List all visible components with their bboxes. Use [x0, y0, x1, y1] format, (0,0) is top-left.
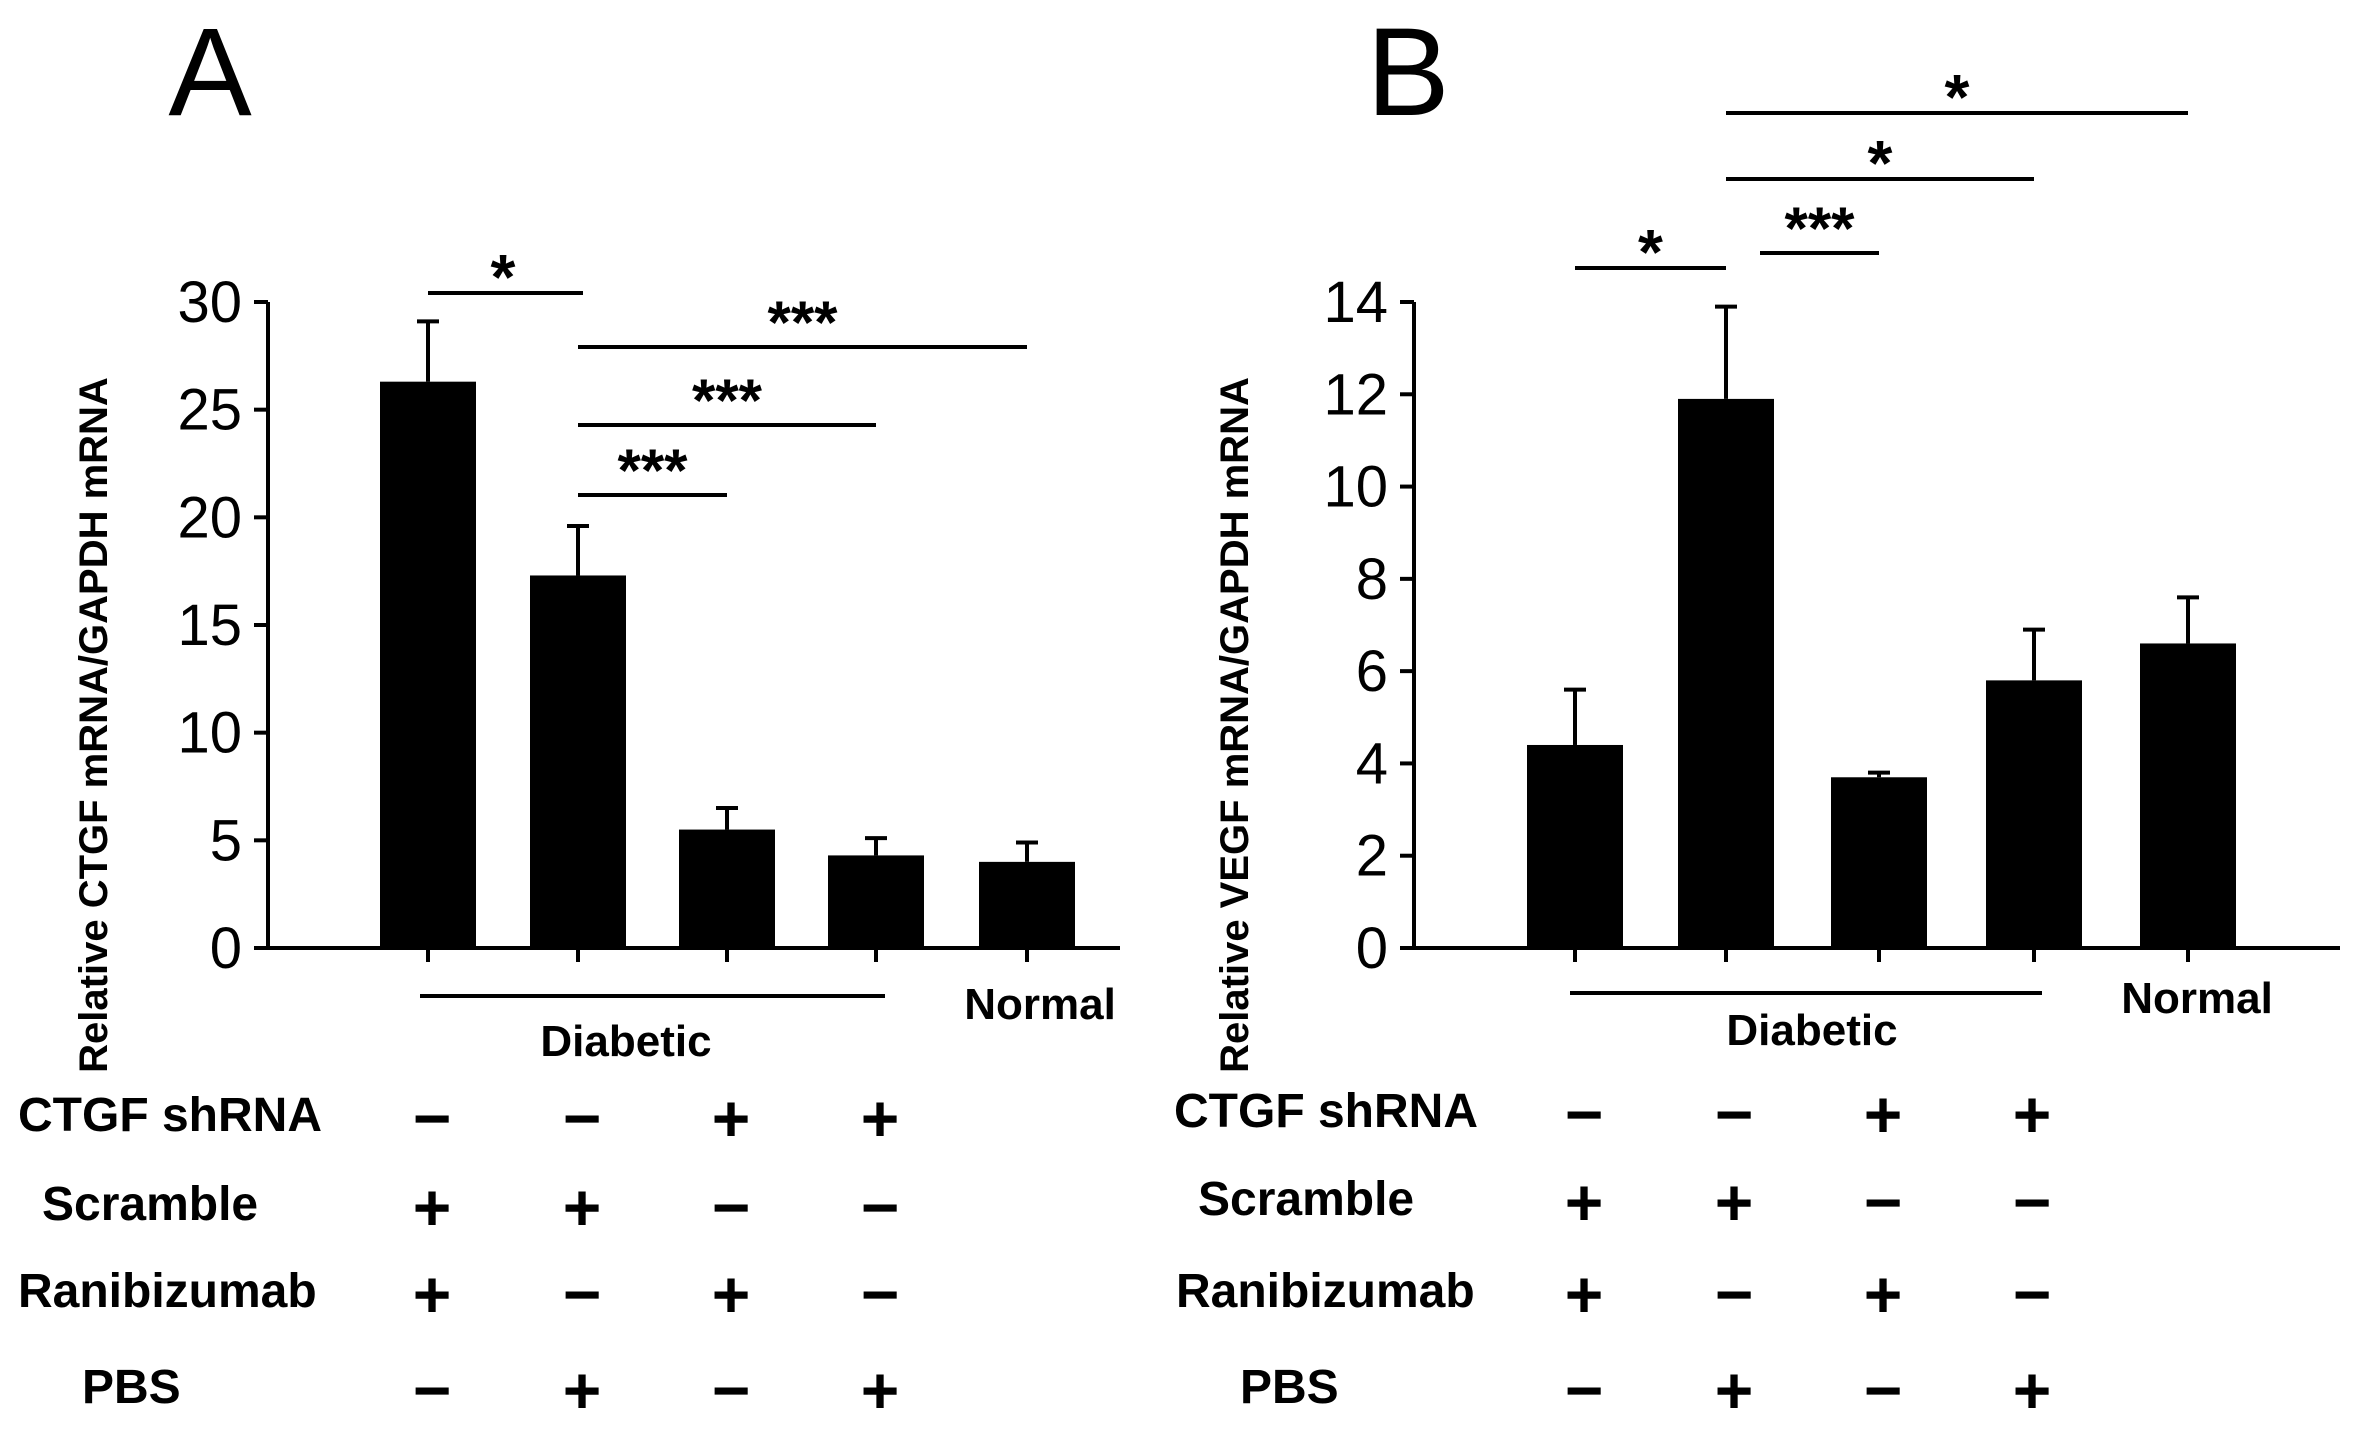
treatment-sign: + — [2013, 1353, 2052, 1427]
treatment-sign: + — [712, 1257, 751, 1331]
treatment-sign: + — [1715, 1353, 1754, 1427]
group-label: Normal — [2121, 974, 2273, 1023]
y-tick-label: 5 — [210, 808, 242, 873]
treatment-sign: + — [413, 1257, 452, 1331]
treatment-sign: − — [413, 1081, 452, 1155]
treatment-sign: − — [563, 1081, 602, 1155]
bar — [2140, 643, 2236, 948]
panel-letter: B — [1366, 3, 1449, 142]
group-label: Normal — [964, 980, 1116, 1029]
treatment-sign: + — [861, 1081, 900, 1155]
y-tick-label: 30 — [177, 270, 242, 335]
y-tick-label: 0 — [1356, 916, 1388, 981]
y-tick-label: 6 — [1356, 639, 1388, 704]
treatment-sign: − — [1715, 1257, 1754, 1331]
y-tick-label: 20 — [177, 485, 242, 550]
y-tick-label: 12 — [1323, 362, 1388, 427]
y-tick-label: 14 — [1323, 270, 1388, 335]
treatment-sign: − — [1565, 1353, 1604, 1427]
treatment-sign: + — [2013, 1077, 2052, 1151]
panel-letter: A — [168, 3, 252, 142]
significance-stars: * — [1868, 127, 1893, 199]
group-label: Diabetic — [540, 1017, 711, 1066]
treatment-sign: + — [712, 1081, 751, 1155]
treatment-sign: + — [1565, 1257, 1604, 1331]
bar — [380, 381, 476, 948]
treatment-sign: − — [413, 1353, 452, 1427]
significance-stars: *** — [767, 289, 838, 356]
treatment-sign: − — [1864, 1165, 1903, 1239]
bar — [1527, 744, 1623, 948]
bar — [530, 575, 626, 948]
significance-stars: *** — [1784, 195, 1855, 262]
treatment-sign: + — [1715, 1165, 1754, 1239]
treatment-sign: − — [861, 1257, 900, 1331]
treatment-label: CTGF shRNA — [18, 1089, 322, 1142]
y-tick-label: 25 — [177, 378, 242, 443]
bar — [828, 855, 924, 948]
treatment-label: PBS — [82, 1361, 181, 1414]
treatment-label: PBS — [1240, 1361, 1339, 1414]
significance-stars: * — [1945, 61, 1970, 133]
bar — [679, 829, 775, 948]
treatment-sign: − — [1565, 1077, 1604, 1151]
treatment-label: CTGF shRNA — [1174, 1085, 1478, 1138]
bar — [1678, 398, 1774, 948]
treatment-label: Ranibizumab — [1176, 1265, 1475, 1318]
treatment-sign: + — [1864, 1257, 1903, 1331]
y-tick-label: 0 — [210, 916, 242, 981]
treatment-sign: − — [2013, 1165, 2052, 1239]
treatment-sign: + — [563, 1353, 602, 1427]
treatment-sign: + — [1565, 1165, 1604, 1239]
treatment-sign: − — [2013, 1257, 2052, 1331]
y-tick-label: 10 — [177, 701, 242, 766]
significance-stars: *** — [692, 367, 763, 434]
bar — [1986, 680, 2082, 948]
y-tick-label: 2 — [1356, 824, 1388, 889]
y-tick-label: 10 — [1323, 455, 1388, 520]
treatment-sign: − — [861, 1170, 900, 1244]
treatment-sign: − — [712, 1170, 751, 1244]
treatment-sign: − — [563, 1257, 602, 1331]
bar — [1831, 777, 1927, 948]
treatment-sign: + — [1864, 1077, 1903, 1151]
treatment-sign: − — [712, 1353, 751, 1427]
treatment-label: Scramble — [42, 1178, 258, 1231]
bar — [979, 861, 1075, 948]
treatment-label: Scramble — [1198, 1173, 1414, 1226]
y-tick-label: 8 — [1356, 547, 1388, 612]
y-axis-title: Relative VEGF mRNA/GAPDH mRNA — [1213, 377, 1257, 1073]
significance-stars: * — [1638, 216, 1663, 288]
y-axis-title: Relative CTGF mRNA/GAPDH mRNA — [72, 377, 116, 1073]
treatment-sign: + — [861, 1353, 900, 1427]
treatment-sign: − — [1715, 1077, 1754, 1151]
significance-stars: * — [491, 241, 516, 313]
treatment-sign: + — [563, 1170, 602, 1244]
y-tick-label: 15 — [177, 593, 242, 658]
significance-stars: *** — [617, 437, 688, 504]
y-tick-label: 4 — [1356, 731, 1388, 796]
treatment-sign: − — [1864, 1353, 1903, 1427]
group-label: Diabetic — [1726, 1006, 1897, 1055]
treatment-sign: + — [413, 1170, 452, 1244]
treatment-label: Ranibizumab — [18, 1265, 317, 1318]
